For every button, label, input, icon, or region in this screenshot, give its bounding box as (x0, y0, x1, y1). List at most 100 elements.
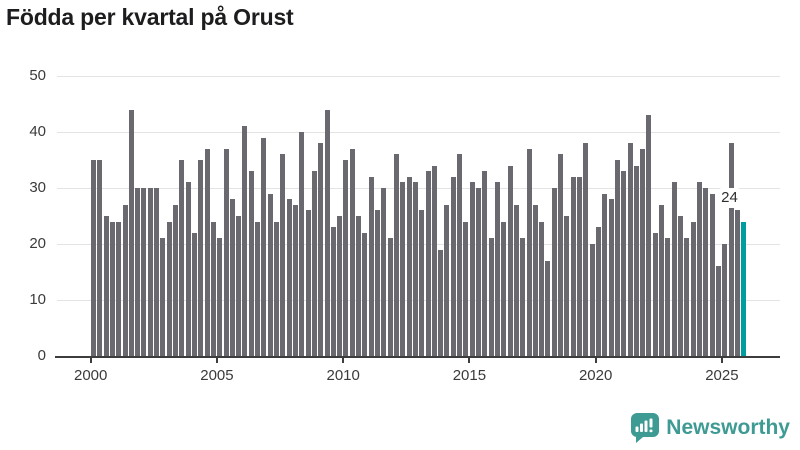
bar (659, 204, 665, 356)
bar (734, 210, 740, 356)
bar (330, 227, 336, 356)
bar (722, 244, 728, 356)
bar (248, 171, 254, 356)
bar (393, 154, 399, 356)
x-axis-tick (594, 358, 597, 363)
bar (135, 188, 141, 356)
bar (526, 148, 532, 356)
bar (406, 176, 412, 356)
bar (324, 109, 330, 356)
bar (583, 143, 589, 356)
bar (255, 221, 261, 356)
bar (520, 238, 526, 356)
bar (191, 232, 197, 356)
bar (577, 176, 583, 356)
bar (614, 160, 620, 356)
x-axis-label: 2025 (705, 367, 739, 384)
brand-name: Newsworthy (666, 416, 790, 439)
bar (539, 221, 545, 356)
bar (450, 176, 456, 356)
bar (204, 148, 210, 356)
x-axis-tick (342, 358, 345, 363)
gridline (57, 300, 780, 301)
y-axis-label: 50 (29, 67, 46, 84)
x-axis-line (55, 356, 780, 358)
x-axis-tick (215, 358, 218, 363)
bar (507, 165, 513, 356)
bar (608, 199, 614, 356)
bar (109, 221, 115, 356)
bar (337, 216, 343, 356)
x-axis-label: 2000 (74, 367, 108, 384)
bar (621, 171, 627, 356)
bar (242, 126, 248, 356)
x-axis-tick (720, 358, 723, 363)
bar (356, 216, 362, 356)
bar (274, 221, 280, 356)
y-axis-label: 30 (29, 179, 46, 196)
bar (488, 238, 494, 356)
bar (173, 204, 179, 356)
bar (513, 204, 519, 356)
bar (261, 137, 267, 356)
bar (545, 260, 551, 356)
bar (431, 165, 437, 356)
bar (280, 154, 286, 356)
bar (570, 176, 576, 356)
bar (457, 154, 463, 356)
bar (210, 221, 216, 356)
bar (362, 232, 368, 356)
bar (400, 182, 406, 356)
bar (532, 204, 538, 356)
bar (91, 160, 96, 356)
bar (646, 115, 652, 356)
bar (147, 188, 153, 356)
bar (311, 171, 317, 356)
bar (627, 143, 633, 356)
newsworthy-logo-icon (631, 413, 660, 443)
bar (678, 216, 684, 356)
x-axis-label: 2005 (200, 367, 234, 384)
bar (412, 182, 418, 356)
bar (703, 188, 709, 356)
bar (709, 193, 715, 356)
x-axis-label: 2015 (452, 367, 487, 384)
bar (185, 182, 191, 356)
bar (595, 227, 601, 356)
bar (375, 210, 381, 356)
bar (217, 238, 223, 356)
bar (602, 193, 608, 356)
bar (198, 160, 204, 356)
bar (292, 204, 298, 356)
last-value-label: 24 (718, 188, 741, 208)
bar (425, 171, 431, 356)
bar (141, 188, 147, 356)
bar (633, 165, 639, 356)
bar (589, 244, 595, 356)
bar (160, 238, 166, 356)
bar (299, 132, 305, 356)
bar (368, 176, 374, 356)
bar (564, 216, 570, 356)
gridline (57, 76, 780, 77)
bar (286, 199, 292, 356)
bar (116, 221, 122, 356)
bar (223, 148, 229, 356)
bar (501, 221, 507, 356)
bar (482, 171, 488, 356)
bar (444, 204, 450, 356)
bar (690, 221, 696, 356)
bar-highlight (741, 221, 747, 356)
bar (236, 216, 242, 356)
bar (469, 182, 475, 356)
bar (684, 238, 690, 356)
bar (343, 160, 349, 356)
bar (122, 204, 128, 356)
bar (551, 188, 557, 356)
y-axis-label: 0 (37, 347, 46, 364)
bar (671, 182, 677, 356)
bar (103, 216, 109, 356)
y-axis-label: 20 (29, 235, 46, 252)
y-axis-label: 10 (29, 291, 46, 308)
